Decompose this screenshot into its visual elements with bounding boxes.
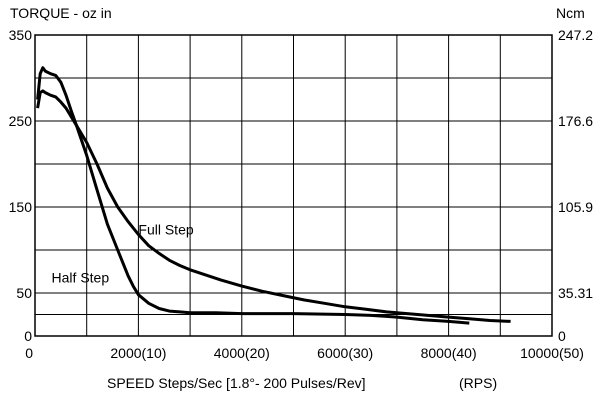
x-tick-label: 4000(20) (214, 345, 270, 361)
left-y-tick-label: 350 (9, 27, 33, 43)
left-axis-title: TORQUE - oz in (10, 5, 112, 21)
annotation-half-step: Half Step (52, 270, 110, 286)
right-axis-title: Ncm (556, 5, 585, 21)
x-tick-label: 6000(30) (317, 345, 373, 361)
left-y-tick-label: 150 (9, 199, 33, 215)
right-y-tick-label: 247.2 (558, 27, 593, 43)
series-line-full-step (36, 89, 511, 323)
x-axis-ticks: 0 2000(10) 4000(20) 6000(30) 8000(40) 10000(5… (25, 345, 584, 361)
x-tick-label: 2000(10) (110, 345, 166, 361)
x-tick-label: 0 (25, 345, 33, 361)
x-tick-label: 8000(40) (421, 345, 477, 361)
x-axis-unit: (RPS) (459, 375, 497, 391)
left-y-tick-label: 0 (24, 328, 32, 344)
series-line-half-step (36, 66, 470, 325)
annotation-full-step: Full Step (138, 222, 193, 238)
right-y-tick-label: 105.9 (558, 199, 593, 215)
right-axis-ticks: 0 35.31 105.9 176.6 247.2 (558, 27, 593, 344)
left-y-tick-label: 250 (9, 113, 33, 129)
x-tick-label: 10000(50) (520, 345, 584, 361)
right-y-tick-label: 176.6 (558, 113, 593, 129)
plot-area: Full Step Half Step (34, 34, 553, 337)
right-y-tick-label: 35.31 (558, 285, 593, 301)
plot-frame (34, 34, 553, 337)
left-axis-ticks: 0 50 150 250 350 (9, 27, 33, 344)
left-y-tick-label: 50 (16, 285, 32, 301)
right-y-tick-label: 0 (558, 328, 566, 344)
x-axis-title: SPEED Steps/Sec [1.8°- 200 Pulses/Rev] (107, 375, 366, 391)
